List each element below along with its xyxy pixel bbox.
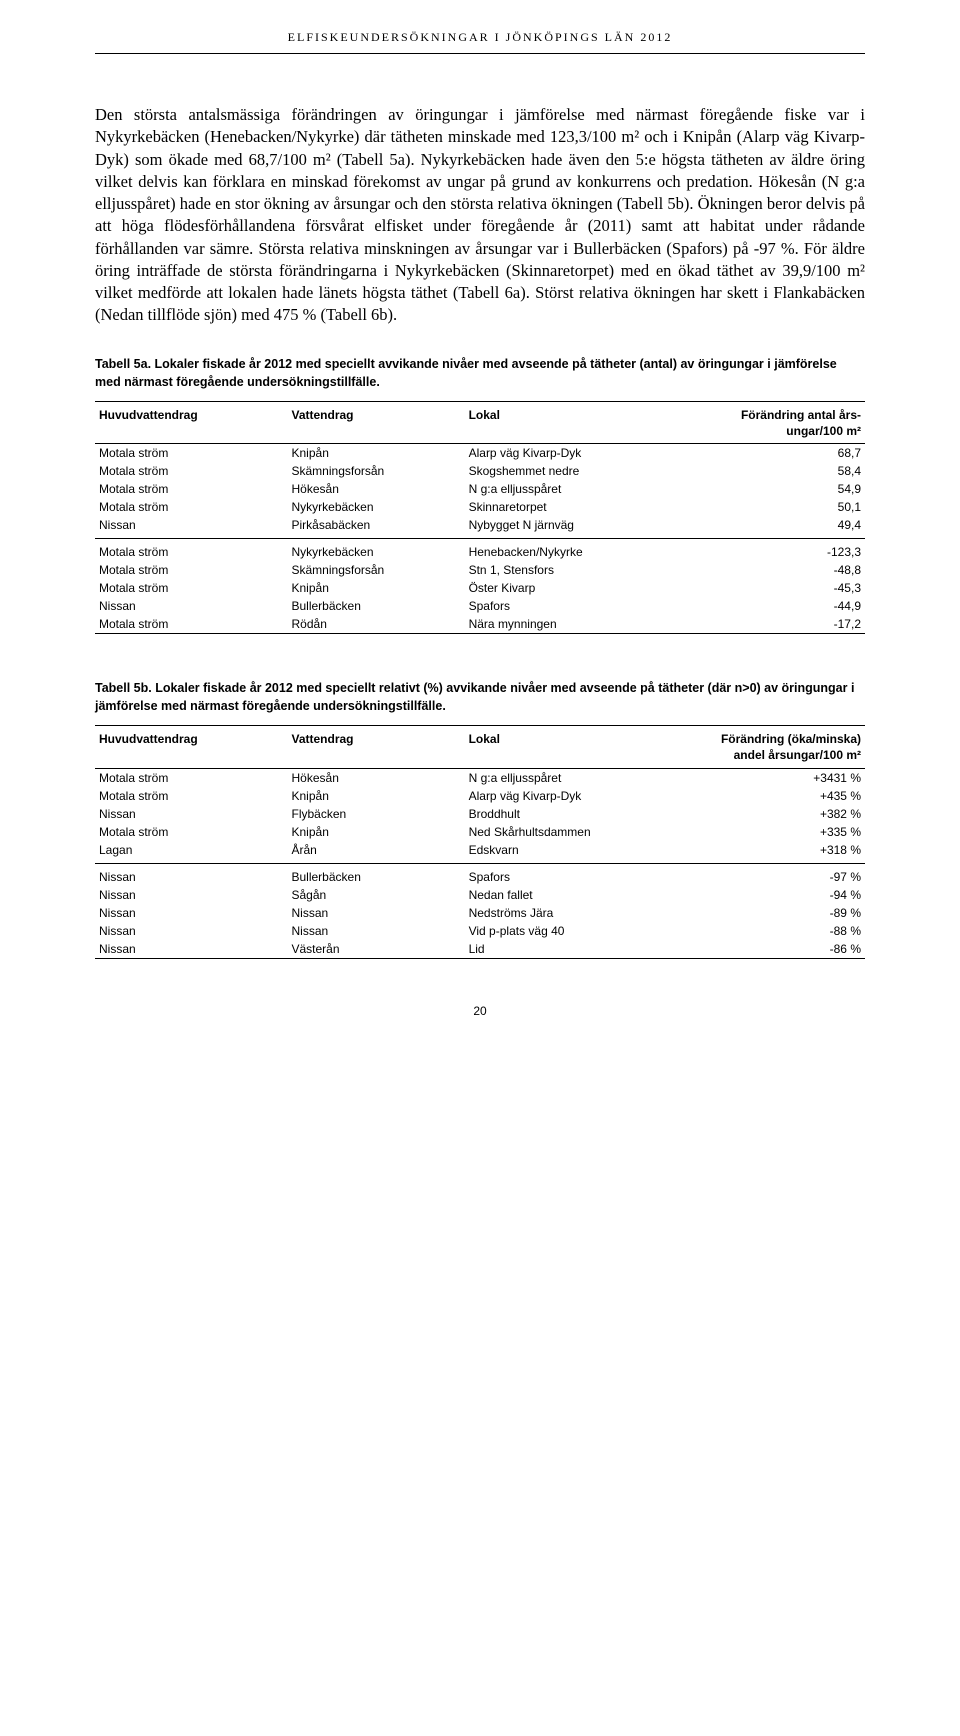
table-row: Motala ström Hökesån N g:a elljusspåret … [95,480,865,498]
table-row: Motala ström Knipån Alarp väg Kivarp-Dyk… [95,787,865,805]
table-row: Motala ström Knipån Ned Skårhultsdammen … [95,823,865,841]
table-5a-h1: Huvudvattendrag [95,401,288,443]
table-row: Motala ström Rödån Nära mynningen -17,2 [95,615,865,634]
table-5b: Huvudvattendrag Vattendrag Lokal Förändr… [95,725,865,958]
running-head: ELFISKEUNDERSÖKNINGAR I JÖNKÖPINGS LÄN 2… [95,30,865,54]
table-row: Motala ström Knipån Alarp väg Kivarp-Dyk… [95,444,865,463]
table-5b-h2: Vattendrag [288,726,465,768]
table-5b-h1: Huvudvattendrag [95,726,288,768]
table-row: Motala ström Skämningsforsån Skogshemmet… [95,462,865,480]
table-5b-h4: Förändring (öka/minska) andel årsungar/1… [696,726,865,768]
page-number: 20 [95,1004,865,1018]
table-row: Motala ström Hökesån N g:a elljusspåret … [95,768,865,787]
page-container: ELFISKEUNDERSÖKNINGAR I JÖNKÖPINGS LÄN 2… [0,0,960,1078]
table-5a-h2: Vattendrag [288,401,465,443]
table-5a-h3: Lokal [465,401,696,443]
table-5a-caption: Tabell 5a. Lokaler fiskade år 2012 med s… [95,355,865,391]
table-row: Lagan Årån Edskvarn +318 % [95,841,865,864]
table-5b-h3: Lokal [465,726,696,768]
table-row: Motala ström Nykyrkebäcken Henebacken/Ny… [95,539,865,562]
table-row: Nissan Västerån Lid -86 % [95,940,865,959]
table-row: Nissan Bullerbäcken Spafors -97 % [95,863,865,886]
table-row: Nissan Sågån Nedan fallet -94 % [95,886,865,904]
table-row: Nissan Nissan Nedströms Jära -89 % [95,904,865,922]
table-row: Nissan Nissan Vid p-plats väg 40 -88 % [95,922,865,940]
table-row: Nissan Flybäcken Broddhult +382 % [95,805,865,823]
table-5a-h4: Förändring antal års- ungar/100 m² [696,401,865,443]
table-row: Motala ström Knipån Öster Kivarp -45,3 [95,579,865,597]
table-5a: Huvudvattendrag Vattendrag Lokal Förändr… [95,401,865,634]
body-paragraph: Den största antalsmässiga förändringen a… [95,104,865,327]
table-row: Motala ström Skämningsforsån Stn 1, Sten… [95,561,865,579]
table-row: Nissan Pirkåsabäcken Nybygget N järnväg … [95,516,865,539]
table-row: Motala ström Nykyrkebäcken Skinnaretorpe… [95,498,865,516]
table-row: Nissan Bullerbäcken Spafors -44,9 [95,597,865,615]
table-5b-caption: Tabell 5b. Lokaler fiskade år 2012 med s… [95,679,865,715]
